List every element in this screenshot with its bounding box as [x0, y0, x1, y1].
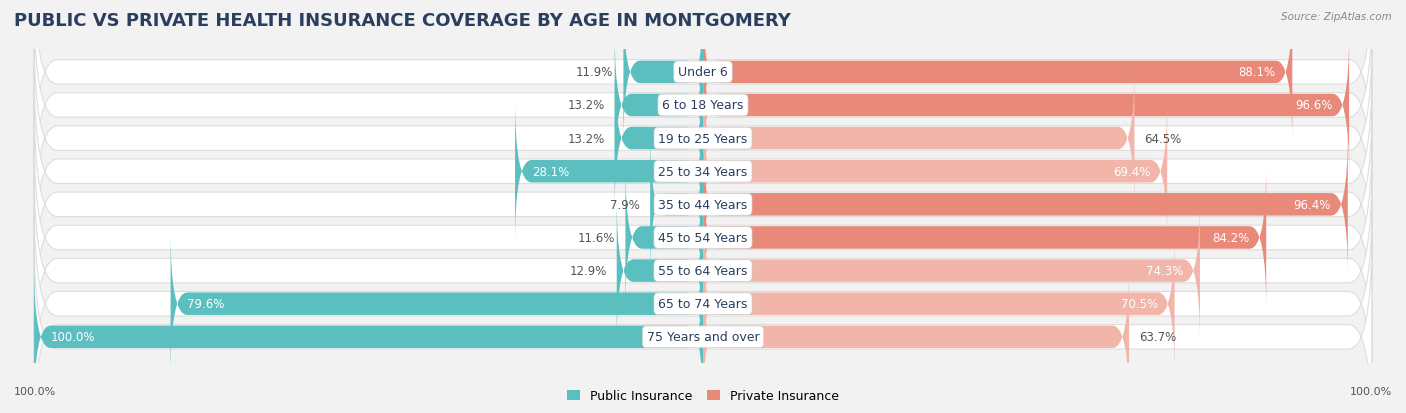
FancyBboxPatch shape	[703, 34, 1350, 177]
Text: 12.9%: 12.9%	[569, 264, 606, 278]
Text: 55 to 64 Years: 55 to 64 Years	[658, 264, 748, 278]
FancyBboxPatch shape	[34, 234, 1372, 413]
Text: 88.1%: 88.1%	[1239, 66, 1275, 79]
Text: 84.2%: 84.2%	[1212, 231, 1250, 244]
Text: 45 to 54 Years: 45 to 54 Years	[658, 231, 748, 244]
FancyBboxPatch shape	[614, 67, 703, 210]
Text: 25 to 34 Years: 25 to 34 Years	[658, 165, 748, 178]
FancyBboxPatch shape	[170, 233, 703, 375]
Text: 7.9%: 7.9%	[610, 198, 640, 211]
FancyBboxPatch shape	[34, 0, 1372, 176]
Text: 100.0%: 100.0%	[14, 387, 56, 396]
Text: Under 6: Under 6	[678, 66, 728, 79]
FancyBboxPatch shape	[34, 102, 1372, 308]
FancyBboxPatch shape	[34, 36, 1372, 242]
Text: 64.5%: 64.5%	[1144, 132, 1181, 145]
FancyBboxPatch shape	[703, 1, 1292, 144]
Text: PUBLIC VS PRIVATE HEALTH INSURANCE COVERAGE BY AGE IN MONTGOMERY: PUBLIC VS PRIVATE HEALTH INSURANCE COVER…	[14, 12, 792, 30]
FancyBboxPatch shape	[703, 133, 1348, 276]
FancyBboxPatch shape	[703, 233, 1174, 375]
Text: 70.5%: 70.5%	[1121, 297, 1157, 311]
FancyBboxPatch shape	[617, 199, 703, 342]
FancyBboxPatch shape	[703, 67, 1135, 210]
Legend: Public Insurance, Private Insurance: Public Insurance, Private Insurance	[562, 385, 844, 408]
Text: 69.4%: 69.4%	[1114, 165, 1150, 178]
FancyBboxPatch shape	[34, 2, 1372, 209]
Text: 79.6%: 79.6%	[187, 297, 225, 311]
Text: Source: ZipAtlas.com: Source: ZipAtlas.com	[1281, 12, 1392, 22]
FancyBboxPatch shape	[703, 266, 1129, 408]
Text: 74.3%: 74.3%	[1146, 264, 1184, 278]
Text: 11.9%: 11.9%	[576, 66, 613, 79]
FancyBboxPatch shape	[34, 69, 1372, 275]
FancyBboxPatch shape	[34, 266, 703, 408]
Text: 6 to 18 Years: 6 to 18 Years	[662, 99, 744, 112]
Text: 11.6%: 11.6%	[578, 231, 616, 244]
Text: 13.2%: 13.2%	[568, 132, 605, 145]
FancyBboxPatch shape	[703, 166, 1267, 309]
FancyBboxPatch shape	[626, 166, 703, 309]
FancyBboxPatch shape	[614, 34, 703, 177]
Text: 19 to 25 Years: 19 to 25 Years	[658, 132, 748, 145]
FancyBboxPatch shape	[703, 100, 1167, 243]
Text: 13.2%: 13.2%	[568, 99, 605, 112]
Text: 28.1%: 28.1%	[531, 165, 569, 178]
FancyBboxPatch shape	[703, 199, 1199, 342]
FancyBboxPatch shape	[650, 133, 703, 276]
Text: 63.7%: 63.7%	[1139, 330, 1177, 344]
FancyBboxPatch shape	[515, 100, 703, 243]
Text: 65 to 74 Years: 65 to 74 Years	[658, 297, 748, 311]
Text: 100.0%: 100.0%	[51, 330, 96, 344]
FancyBboxPatch shape	[34, 168, 1372, 374]
FancyBboxPatch shape	[34, 135, 1372, 341]
Text: 75 Years and over: 75 Years and over	[647, 330, 759, 344]
FancyBboxPatch shape	[623, 1, 703, 144]
Text: 100.0%: 100.0%	[1350, 387, 1392, 396]
FancyBboxPatch shape	[34, 201, 1372, 407]
Text: 96.6%: 96.6%	[1295, 99, 1333, 112]
Text: 35 to 44 Years: 35 to 44 Years	[658, 198, 748, 211]
Text: 96.4%: 96.4%	[1294, 198, 1331, 211]
